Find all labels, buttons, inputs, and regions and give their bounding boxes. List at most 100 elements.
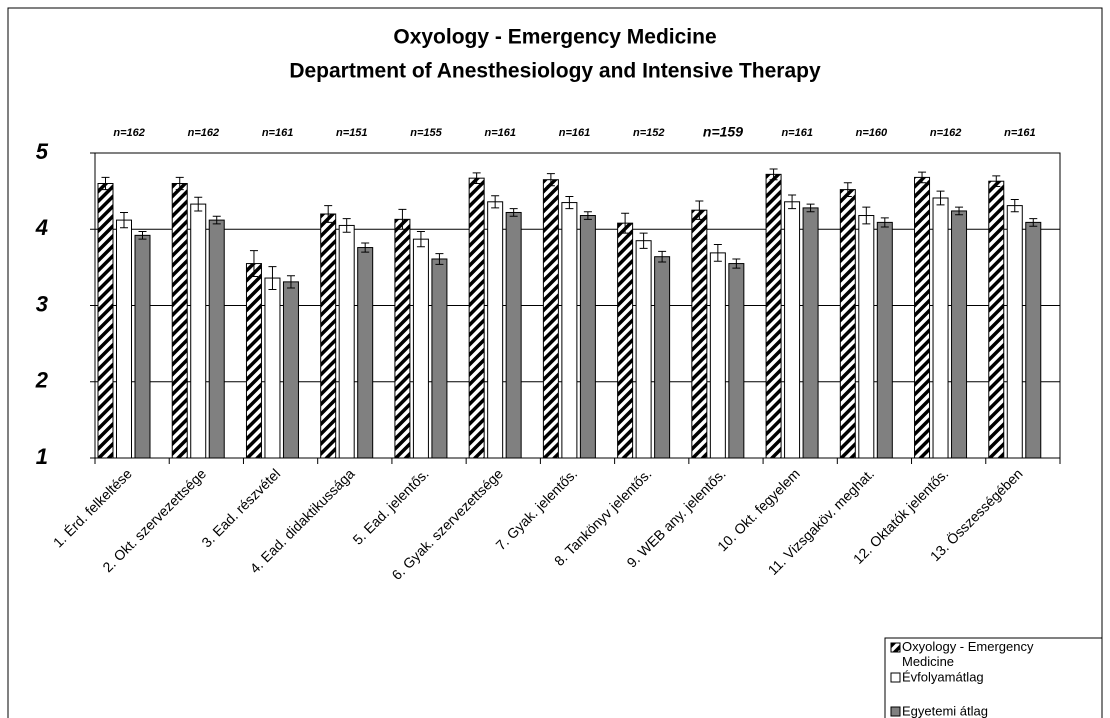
n-annotation: n=161 bbox=[559, 127, 591, 139]
bar bbox=[116, 219, 132, 459]
n-annotation: n=159 bbox=[703, 124, 743, 140]
bar bbox=[487, 201, 504, 459]
n-annotation: n=162 bbox=[188, 127, 220, 139]
bar bbox=[561, 202, 578, 459]
error-bar bbox=[880, 217, 889, 228]
error-bar bbox=[1010, 199, 1019, 213]
legend-label: Egyetemi átlag bbox=[902, 703, 988, 718]
bar bbox=[579, 215, 596, 459]
error-bar bbox=[101, 176, 110, 191]
error-bar bbox=[583, 211, 592, 220]
bar bbox=[338, 224, 355, 459]
error-bar bbox=[621, 212, 630, 234]
error-bar bbox=[936, 190, 945, 206]
bar bbox=[505, 211, 522, 459]
error-bar bbox=[435, 253, 444, 265]
y-tick-label: 4 bbox=[35, 215, 48, 240]
error-bar bbox=[713, 244, 722, 262]
bar bbox=[617, 222, 634, 459]
bar bbox=[691, 209, 708, 459]
bar bbox=[208, 219, 225, 459]
legend-swatch bbox=[890, 706, 901, 717]
error-bar bbox=[491, 195, 500, 209]
bar bbox=[932, 197, 949, 459]
error-bar bbox=[398, 208, 407, 230]
error-bar bbox=[695, 200, 704, 220]
bar bbox=[709, 252, 726, 459]
error-bar bbox=[509, 208, 518, 217]
error-bar bbox=[361, 242, 370, 253]
n-annotation: n=162 bbox=[113, 127, 145, 139]
error-bar bbox=[194, 196, 203, 212]
n-annotation: n=152 bbox=[633, 127, 665, 139]
bar bbox=[190, 203, 207, 459]
error-bar bbox=[546, 173, 555, 187]
legend-swatch bbox=[890, 642, 901, 653]
error-bar bbox=[416, 231, 425, 248]
legend-label: Évfolyamátlag bbox=[902, 669, 984, 684]
error-bar bbox=[732, 258, 741, 269]
bar bbox=[282, 281, 299, 459]
error-bar bbox=[769, 168, 778, 181]
error-bar bbox=[862, 206, 871, 225]
bar bbox=[784, 201, 801, 459]
error-bar bbox=[565, 195, 574, 210]
error-bar bbox=[324, 205, 333, 223]
bar bbox=[542, 179, 559, 459]
error-bar bbox=[212, 215, 221, 225]
legend-label-line: Oxyology - Emergency bbox=[902, 639, 1034, 654]
error-bar bbox=[918, 171, 927, 184]
error-bar bbox=[658, 250, 667, 263]
n-annotation: n=161 bbox=[262, 127, 294, 139]
n-annotation: n=161 bbox=[781, 127, 813, 139]
n-annotation: n=162 bbox=[930, 127, 962, 139]
error-bar bbox=[286, 275, 295, 289]
n-annotation: n=160 bbox=[856, 127, 888, 139]
bar bbox=[802, 207, 819, 459]
error-bar bbox=[788, 194, 797, 210]
bar bbox=[951, 210, 968, 459]
error-bar bbox=[639, 232, 648, 249]
error-bar bbox=[472, 172, 481, 184]
n-annotation: n=155 bbox=[410, 127, 442, 139]
n-annotation: n=161 bbox=[1004, 127, 1036, 139]
legend-box bbox=[884, 637, 1103, 718]
bar bbox=[876, 221, 893, 459]
n-annotation: n=151 bbox=[336, 127, 368, 139]
n-annotation: n=161 bbox=[485, 127, 517, 139]
y-tick-label: 3 bbox=[36, 291, 48, 316]
error-bar bbox=[342, 218, 351, 233]
legend: Oxyology - Emergency MedicineÉvfolyamátla… bbox=[884, 637, 1103, 718]
error-bar bbox=[992, 175, 1001, 188]
y-tick-label: 5 bbox=[36, 139, 49, 164]
error-bar bbox=[175, 176, 184, 191]
legend-swatch bbox=[890, 672, 901, 683]
bar bbox=[635, 240, 652, 459]
bar bbox=[914, 176, 931, 459]
chart-title: Department of Anesthesiology and Intensi… bbox=[289, 60, 821, 83]
bar bbox=[1025, 221, 1042, 459]
chart-title: Oxyology - Emergency Medicine bbox=[393, 26, 716, 49]
error-bar bbox=[120, 211, 128, 229]
error-bar bbox=[843, 182, 852, 197]
bar bbox=[394, 218, 411, 459]
legend-label: Oxyology - Emergency Medicine bbox=[902, 639, 1034, 669]
bar bbox=[988, 180, 1005, 459]
bar bbox=[320, 213, 337, 459]
y-tick-label: 1 bbox=[36, 444, 48, 469]
bar bbox=[97, 183, 114, 459]
bar bbox=[468, 177, 485, 459]
error-bar bbox=[138, 231, 147, 240]
bar bbox=[412, 238, 429, 459]
error-bar bbox=[1029, 218, 1038, 227]
error-bar bbox=[955, 206, 964, 216]
error-bar bbox=[249, 250, 258, 278]
bar bbox=[357, 247, 374, 459]
bar bbox=[728, 263, 745, 459]
bar bbox=[765, 173, 782, 459]
bar bbox=[839, 189, 856, 459]
bar bbox=[264, 277, 281, 459]
bar bbox=[171, 183, 188, 459]
bar bbox=[1006, 205, 1023, 459]
